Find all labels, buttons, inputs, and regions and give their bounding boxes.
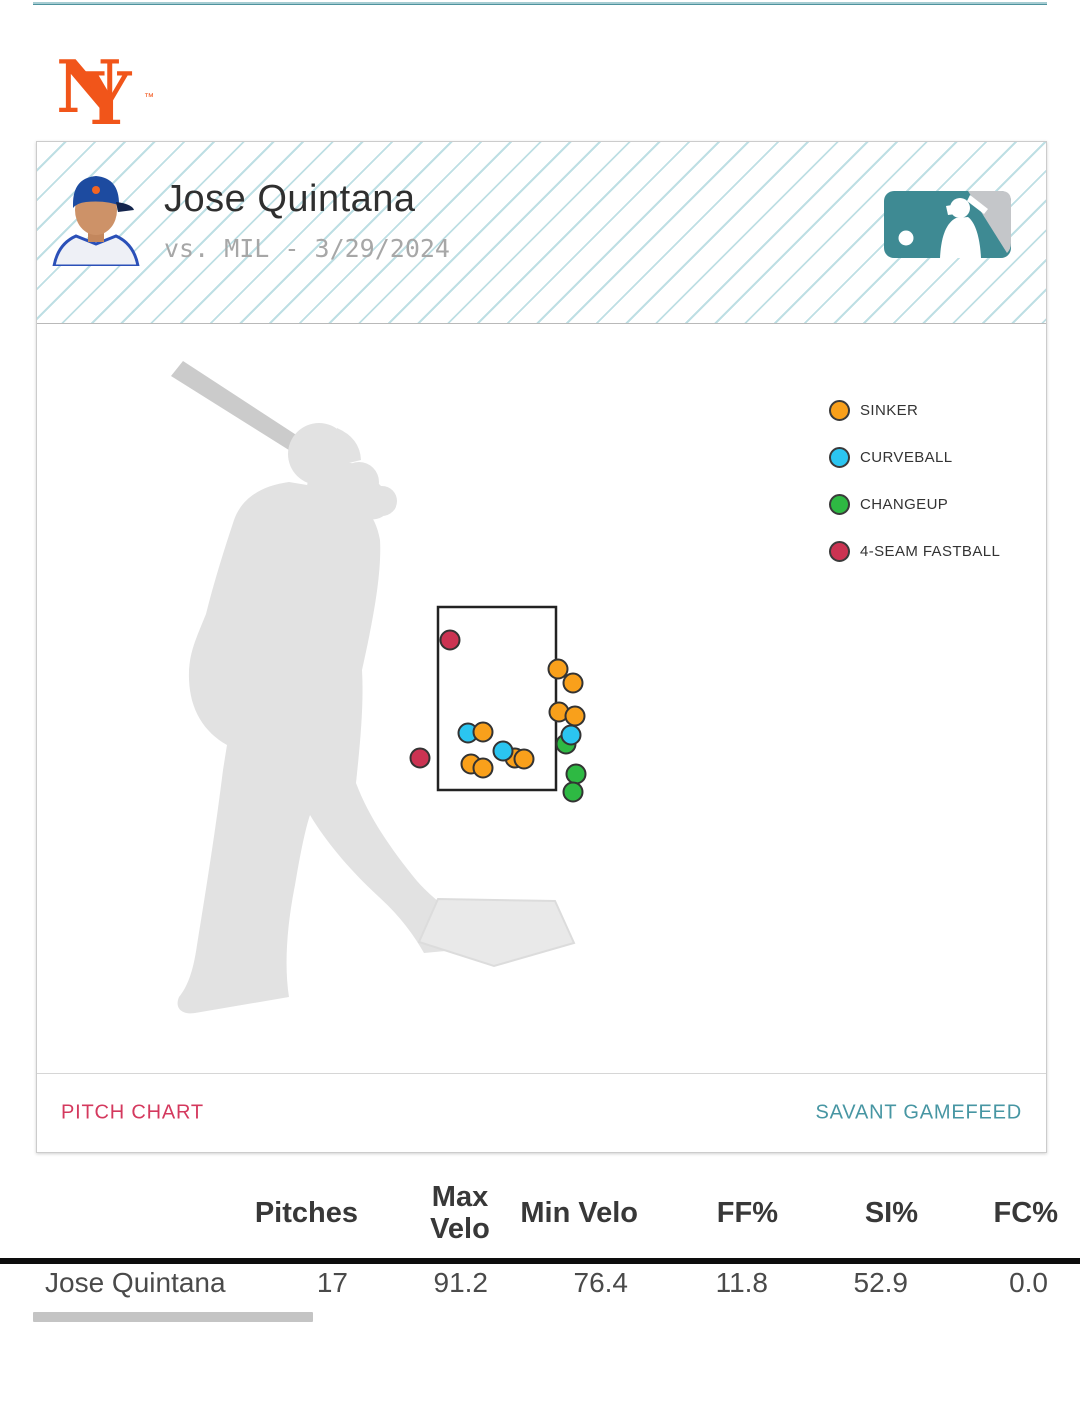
stat-value-cell: 0.0: [1009, 1267, 1048, 1298]
legend-item: CURVEBALL: [829, 446, 1000, 468]
legend-swatch-icon: [829, 446, 850, 468]
mlb-logo: [884, 191, 1011, 258]
mets-logo-letter-y: Y: [79, 56, 133, 136]
legend-swatch-icon: [829, 399, 850, 421]
pitch-chart-tab[interactable]: PITCH CHART: [61, 1101, 204, 1124]
pitch-dot: [562, 672, 584, 694]
pitch-dot: [409, 747, 431, 769]
stat-value-cell: 11.8: [715, 1267, 768, 1298]
top-accent-line: [33, 2, 1047, 5]
table-header-cell: FF%: [716, 1197, 778, 1230]
pitch-dot: [562, 781, 584, 803]
card-footer: PITCH CHART SAVANT GAMEFEED: [37, 1073, 1046, 1152]
mlb-logo-ball: [898, 230, 914, 246]
stat-value-cell: 91.2: [433, 1267, 489, 1298]
pitch-dot: [472, 757, 494, 779]
pitch-dots-group: [409, 629, 587, 803]
gamefeed-card: Jose Quintana vs. MIL - 3/29/2024: [36, 141, 1047, 1153]
legend-label: 4-SEAM FASTBALL: [860, 542, 1001, 560]
legend-swatch-icon: [829, 540, 850, 562]
player-photo: [52, 176, 140, 266]
legend-item: SINKER: [829, 399, 1000, 421]
table-header-divider: [0, 1258, 1080, 1264]
pitch-chart-area: SINKER CURVEBALL CHANGEUP 4-SEAM FASTBALL: [37, 324, 1046, 1073]
pitch-type-legend: SINKER CURVEBALL CHANGEUP 4-SEAM FASTBALL: [829, 399, 1000, 587]
stat-value-cell: 76.4: [573, 1267, 629, 1298]
table-header-row: Pitches Max Velo Min Velo FF% SI% FC%: [0, 1170, 1080, 1258]
pitch-dot: [565, 763, 587, 785]
player-name-cell: Jose Quintana: [45, 1267, 226, 1298]
savant-gamefeed-link[interactable]: SAVANT GAMEFEED: [815, 1101, 1022, 1124]
horizontal-scrollbar-thumb[interactable]: [33, 1312, 313, 1322]
pitch-dot: [492, 740, 514, 762]
jersey: [52, 234, 140, 266]
player-name: Jose Quintana: [164, 178, 416, 220]
trademark-symbol: ™: [144, 92, 154, 103]
stat-value-cell: 52.9: [853, 1267, 909, 1298]
batter-silhouette-icon: [171, 361, 492, 1014]
table-row: Jose Quintana 17 91.2 76.4 11.8 52.9 0.0: [0, 1264, 1080, 1302]
stat-value-cell: 17: [316, 1267, 348, 1298]
table-header-cell: Pitches: [254, 1197, 358, 1230]
game-subtitle: vs. MIL - 3/29/2024: [164, 234, 450, 263]
pitcher-stats-table: Pitches Max Velo Min Velo FF% SI% FC% Jose Qu…: [0, 1170, 1080, 1322]
mlb-logo-batter: [940, 195, 988, 258]
strike-zone: [436, 605, 558, 792]
cap-logo: [92, 186, 100, 194]
legend-label: SINKER: [860, 401, 919, 419]
table-header-cell: SI%: [864, 1197, 918, 1230]
card-header: Jose Quintana vs. MIL - 3/29/2024: [37, 142, 1046, 324]
pitch-dot: [439, 629, 461, 651]
table-header-cell: Max Velo: [430, 1181, 490, 1245]
cap-brim: [116, 202, 134, 212]
legend-item: 4-SEAM FASTBALL: [829, 540, 1000, 562]
pitch-dot: [560, 724, 582, 746]
mets-logo-letter-n: N: [56, 46, 122, 129]
table-header-cell: Min Velo: [520, 1197, 638, 1230]
legend-label: CURVEBALL: [860, 448, 953, 466]
mets-logo: N Y ™: [56, 46, 154, 136]
pitch-dot: [547, 658, 569, 680]
pitch-dot: [472, 721, 494, 743]
pitch-dot: [564, 705, 586, 727]
table-header-cell: [0, 1198, 222, 1230]
legend-item: CHANGEUP: [829, 493, 1000, 515]
legend-swatch-icon: [829, 493, 850, 515]
pitch-dot: [513, 748, 535, 770]
legend-label: CHANGEUP: [860, 495, 949, 513]
home-plate: [417, 897, 576, 968]
table-header-cell: FC%: [993, 1197, 1058, 1230]
